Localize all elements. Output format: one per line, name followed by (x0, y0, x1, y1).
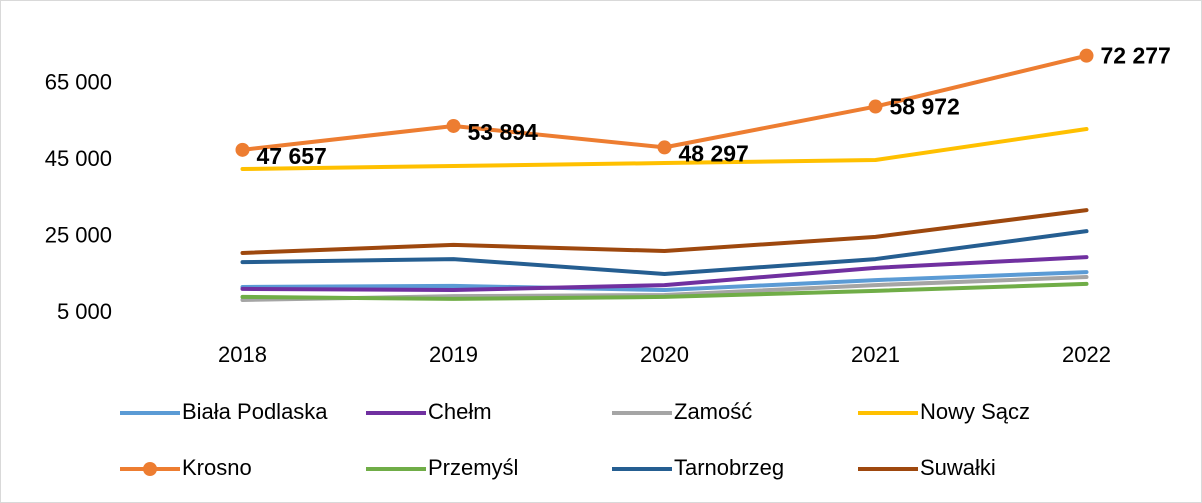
x-tick-label: 2020 (640, 342, 689, 367)
series-line (240, 208, 1089, 255)
marker (446, 118, 461, 133)
marker (235, 142, 250, 157)
series-line (240, 229, 1089, 276)
data-label: 48 297 (679, 140, 749, 166)
y-tick-label: 5 000 (57, 299, 112, 324)
data-label: 53 894 (468, 119, 539, 145)
legend-label: Biała Podlaska (182, 399, 328, 424)
data-label: 58 972 (890, 94, 960, 120)
data-label: 72 277 (1101, 43, 1171, 69)
legend-label: Przemyśl (428, 455, 518, 480)
marker (657, 140, 672, 155)
legend-marker (143, 462, 157, 476)
legend-label: Chełm (428, 399, 492, 424)
y-tick-label: 25 000 (45, 222, 112, 247)
legend-label: Zamość (674, 399, 752, 424)
legend-label: Krosno (182, 455, 252, 480)
x-tick-label: 2022 (1062, 342, 1111, 367)
marker (1079, 48, 1094, 63)
series-line (240, 127, 1089, 172)
y-tick-label: 65 000 (45, 69, 112, 94)
legend-label: Tarnobrzeg (674, 455, 784, 480)
x-tick-label: 2019 (429, 342, 478, 367)
series-line (240, 255, 1089, 293)
x-tick-label: 2021 (851, 342, 900, 367)
x-tick-label: 2018 (218, 342, 267, 367)
marker (868, 99, 883, 114)
series-line (240, 281, 1089, 301)
data-label: 47 657 (257, 143, 327, 169)
y-tick-label: 45 000 (45, 146, 112, 171)
series-line (240, 270, 1089, 293)
legend-label: Suwałki (920, 455, 996, 480)
legend-label: Nowy Sącz (920, 399, 1030, 424)
